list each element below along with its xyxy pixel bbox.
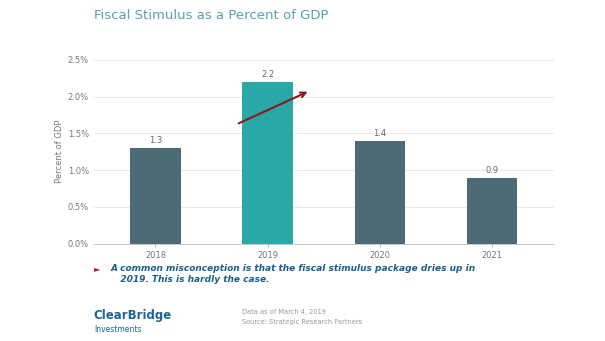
Text: Data as of March 4, 2019: Data as of March 4, 2019 [242, 309, 326, 315]
Bar [466, 178, 517, 244]
Text: ►: ► [94, 264, 100, 273]
Text: Investments: Investments [94, 325, 141, 333]
Y-axis label: Percent of GDP: Percent of GDP [54, 120, 64, 183]
Text: Fiscal Stimulus as a Percent of GDP: Fiscal Stimulus as a Percent of GDP [94, 9, 329, 21]
Bar [355, 141, 405, 244]
Text: A common misconception is that the fiscal stimulus package dries up in
   2019. : A common misconception is that the fisca… [111, 264, 476, 284]
Text: ClearBridge: ClearBridge [94, 309, 172, 322]
Bar [243, 82, 293, 244]
Bar [130, 148, 181, 244]
FancyArrowPatch shape [239, 92, 306, 123]
Text: 1.3: 1.3 [149, 136, 162, 146]
Text: Source: Strategic Research Partners: Source: Strategic Research Partners [242, 319, 362, 325]
Text: 2.2: 2.2 [261, 70, 274, 79]
Text: 0.9: 0.9 [485, 166, 499, 175]
Text: 1.4: 1.4 [373, 129, 387, 138]
